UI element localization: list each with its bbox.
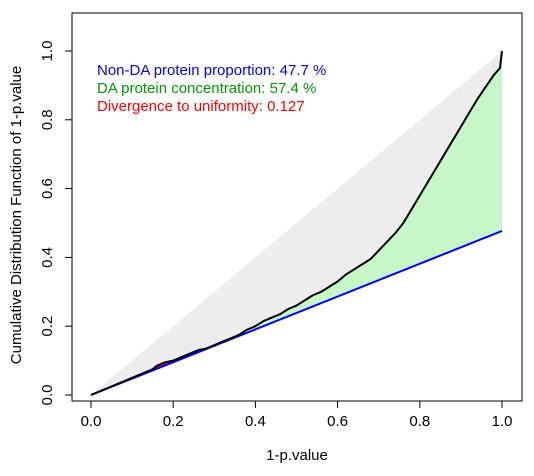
x-tick-label: 0.2 xyxy=(163,413,184,430)
y-axis-title: Cumulative Distribution Function of 1-p.… xyxy=(8,66,25,364)
y-axis: 0.0 0.2 0.4 0.6 0.8 1.0 xyxy=(39,41,73,406)
uniform-region xyxy=(91,51,502,395)
x-tick-label: 0.8 xyxy=(409,413,430,430)
y-tick-label: 0.6 xyxy=(39,178,56,199)
y-tick-label: 0.0 xyxy=(39,385,56,406)
x-tick-label: 1.0 xyxy=(492,413,513,430)
series-lines xyxy=(90,50,503,396)
non-da-line xyxy=(90,229,503,396)
x-tick-label: 0.4 xyxy=(245,413,266,430)
annotation-text: Non-DA protein proportion: 47.7 % xyxy=(97,62,326,79)
y-tick-label: 0.8 xyxy=(39,109,56,130)
annotation-text: Divergence to uniformity: 0.127 xyxy=(97,98,305,115)
annotations: Non-DA protein proportion: 47.7 %DA prot… xyxy=(97,62,326,115)
y-tick-label: 0.4 xyxy=(39,247,56,268)
y-tick-label: 1.0 xyxy=(39,41,56,62)
y-tick-label: 0.2 xyxy=(39,316,56,337)
x-axis: 0.0 0.2 0.4 0.6 0.8 1.0 xyxy=(81,400,513,430)
x-tick-label: 0.0 xyxy=(81,413,102,430)
annotation-text: DA protein concentration: 57.4 % xyxy=(97,80,316,97)
x-axis-title: 1-p.value xyxy=(266,447,328,464)
da-region xyxy=(91,51,502,395)
x-tick-label: 0.6 xyxy=(327,413,348,430)
ecdf-line xyxy=(90,50,503,396)
